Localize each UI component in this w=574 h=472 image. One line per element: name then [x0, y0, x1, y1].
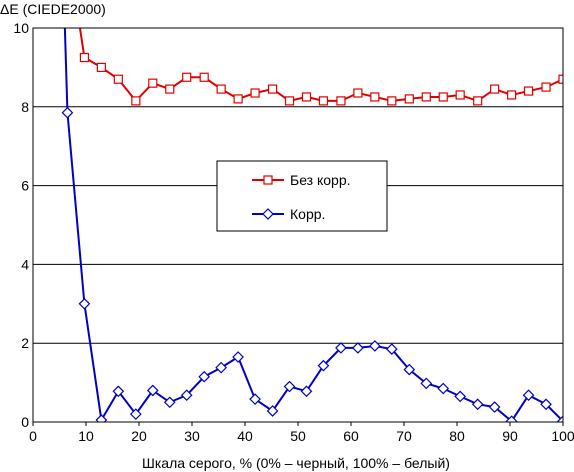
data-point-corrected	[283, 380, 296, 393]
data-point-uncorrected	[490, 84, 500, 94]
data-point-uncorrected	[165, 84, 175, 94]
x-tick-label: 70	[396, 428, 412, 444]
legend-swatch-marker	[263, 175, 273, 185]
data-point-corrected	[61, 106, 74, 119]
data-point-uncorrected	[250, 88, 260, 98]
legend-label: Корр.	[290, 206, 325, 222]
data-point-corrected	[420, 377, 433, 390]
x-tick-label: 0	[29, 428, 37, 444]
data-point-uncorrected	[473, 96, 483, 106]
series-uncorrected	[78, 28, 563, 106]
legend-label: Без корр.	[290, 172, 351, 188]
data-point-corrected	[352, 342, 364, 354]
x-tick-label: 100	[551, 428, 574, 444]
data-point-uncorrected	[455, 90, 465, 100]
y-tick-label: 0	[21, 414, 29, 430]
data-point-corrected	[129, 408, 142, 420]
data-point-uncorrected	[523, 86, 534, 96]
y-tick-label: 4	[21, 256, 29, 272]
series-corrected-lead-line	[63, 28, 69, 113]
data-point-uncorrected	[370, 92, 380, 102]
series-layer	[61, 28, 563, 422]
data-point-corrected	[522, 389, 535, 402]
legend: Без корр. Корр.	[216, 160, 388, 232]
data-point-corrected	[146, 384, 159, 397]
data-point-uncorrected	[131, 96, 141, 106]
data-point-uncorrected	[301, 92, 312, 102]
data-point-corrected	[471, 398, 484, 411]
data-point-uncorrected	[148, 78, 158, 88]
legend-swatch-marker	[262, 208, 274, 220]
data-point-corrected	[300, 385, 313, 398]
data-point-corrected	[369, 340, 381, 352]
data-point-uncorrected	[216, 84, 226, 94]
data-point-corrected	[557, 415, 563, 422]
x-tick-label: 60	[343, 428, 359, 444]
data-point-uncorrected	[387, 96, 397, 106]
data-point-uncorrected	[79, 52, 90, 63]
x-tick-label: 40	[237, 428, 253, 444]
data-point-uncorrected	[404, 94, 414, 104]
data-point-uncorrected	[267, 84, 278, 94]
data-point-uncorrected	[353, 88, 363, 98]
data-point-uncorrected	[284, 96, 295, 106]
data-point-corrected	[505, 415, 518, 422]
x-tick-label: 10	[78, 428, 94, 444]
data-point-corrected	[454, 390, 467, 403]
data-point-corrected	[488, 401, 501, 413]
data-point-corrected	[249, 393, 261, 405]
legend-box	[216, 160, 388, 232]
x-tick-label: 50	[290, 428, 306, 444]
legend-item-corrected: Корр.	[252, 206, 325, 222]
data-point-uncorrected	[113, 74, 123, 84]
x-tick-label: 20	[131, 428, 147, 444]
data-point-uncorrected	[506, 90, 517, 100]
y-tick-label: 6	[21, 178, 29, 194]
x-tick-label: 80	[449, 428, 465, 444]
data-point-uncorrected	[336, 96, 346, 106]
data-point-corrected	[437, 382, 450, 395]
data-point-corrected	[95, 414, 108, 422]
data-point-corrected	[163, 396, 176, 409]
y-axis: 0 2 4 6 8 10	[13, 20, 29, 430]
data-point-uncorrected	[233, 94, 243, 104]
data-point-uncorrected	[438, 92, 448, 102]
legend-item-uncorrected: Без корр.	[252, 172, 351, 188]
data-point-uncorrected	[182, 72, 192, 82]
data-point-corrected	[317, 359, 330, 372]
data-point-corrected	[403, 363, 416, 376]
data-point-uncorrected	[421, 92, 431, 102]
x-axis-label: Шкала серого, % (0% – черный, 100% – бел…	[142, 455, 450, 471]
series-corrected	[61, 28, 563, 422]
data-point-uncorrected	[318, 96, 329, 106]
data-point-uncorrected	[199, 72, 209, 82]
y-tick-label: 8	[21, 99, 29, 115]
data-point-corrected	[540, 398, 552, 411]
chart-title: ΔE (CIEDE2000)	[0, 1, 106, 17]
data-point-corrected	[215, 361, 227, 374]
series-uncorrected-lead-line	[78, 28, 86, 58]
x-tick-label: 90	[502, 428, 518, 444]
plot-frame	[32, 27, 564, 423]
y-tick-label: 10	[13, 20, 29, 36]
data-point-corrected	[232, 351, 244, 363]
data-point-corrected	[266, 405, 279, 417]
x-tick-label: 30	[184, 428, 200, 444]
data-point-uncorrected	[558, 74, 563, 84]
data-point-corrected	[198, 370, 211, 383]
data-point-corrected	[385, 343, 398, 355]
x-axis: 0 10 20 30 40 50 60 70 80 90 100	[29, 422, 574, 444]
data-point-corrected	[335, 342, 347, 354]
data-point-corrected	[78, 297, 91, 310]
data-point-uncorrected	[541, 82, 551, 92]
data-point-corrected	[112, 385, 125, 398]
y-tick-label: 2	[21, 335, 29, 351]
data-point-corrected	[180, 389, 193, 402]
data-point-uncorrected	[96, 62, 106, 73]
